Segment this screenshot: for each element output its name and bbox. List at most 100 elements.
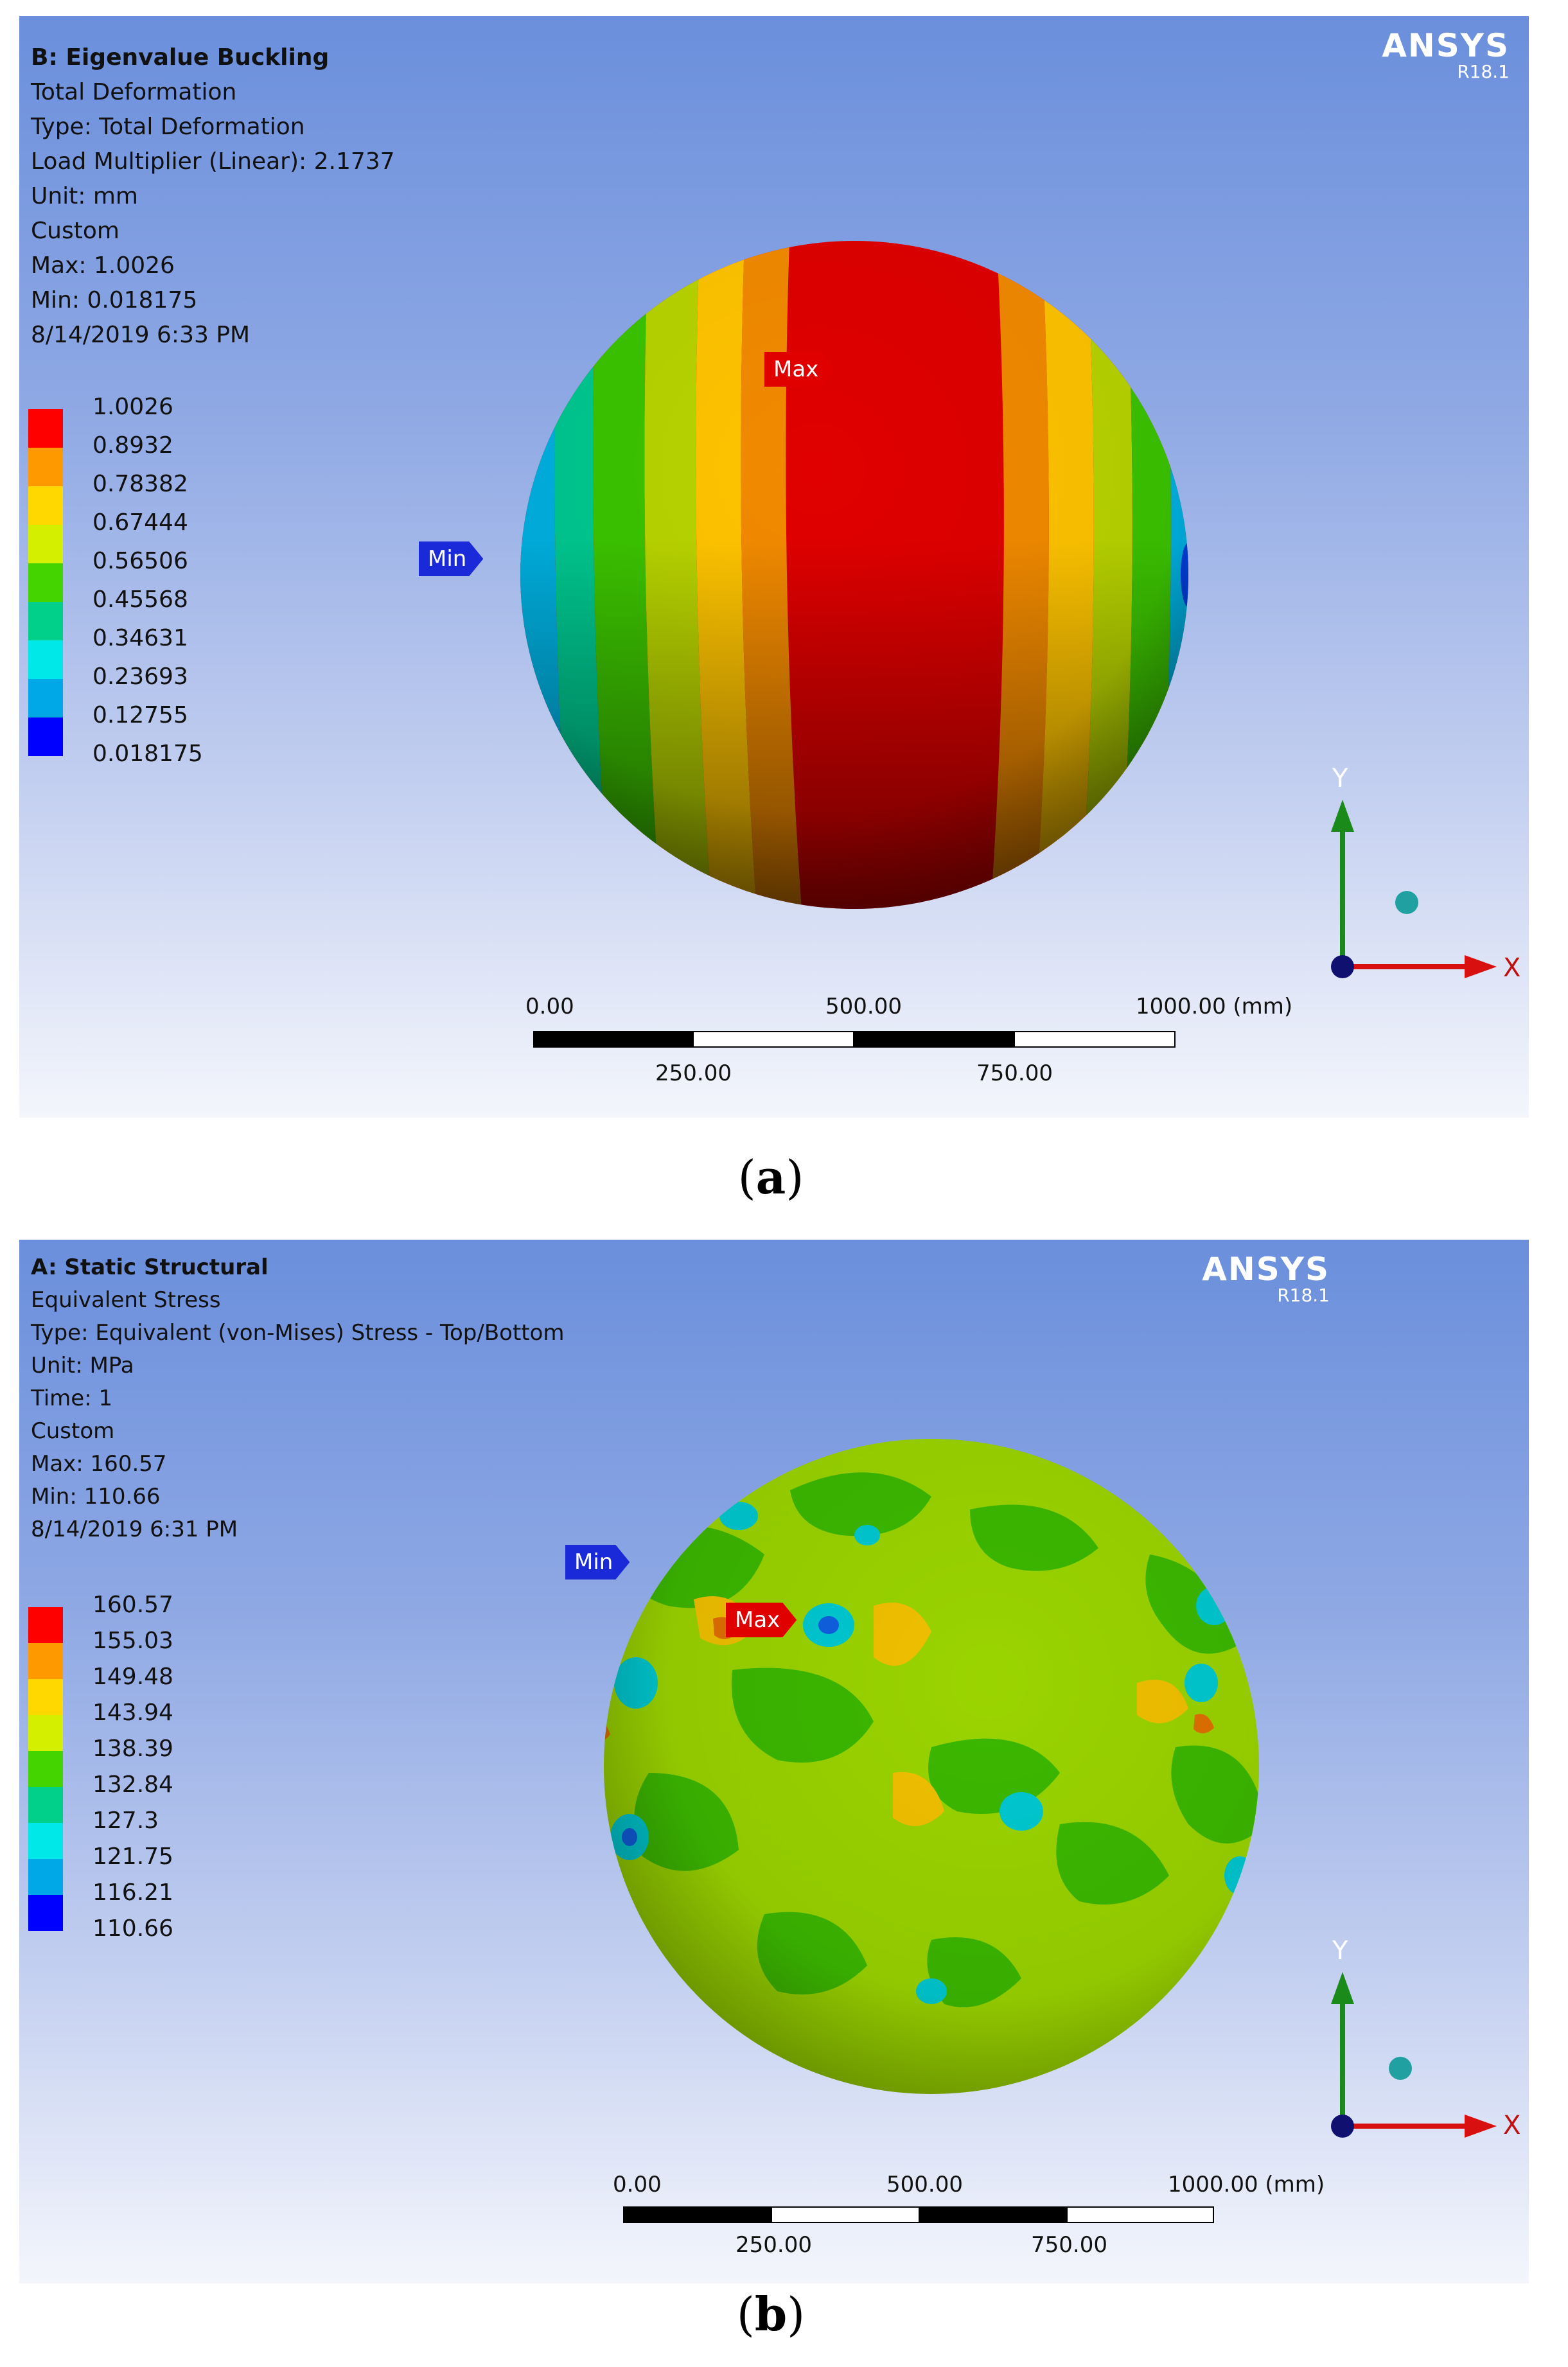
caption-letter: a xyxy=(755,1150,786,1204)
scale-label-0: 0.00 xyxy=(525,994,574,1019)
legend-swatch xyxy=(28,1679,63,1715)
legend-swatch xyxy=(28,1643,63,1679)
legend-value: 0.23693 xyxy=(92,664,188,690)
legend-value: 0.56506 xyxy=(92,548,188,574)
legend-value: 0.45568 xyxy=(92,586,188,613)
scale-segment xyxy=(1066,2206,1214,2223)
legend-value: 132.84 xyxy=(92,1772,173,1798)
max-probe-label[interactable]: Max xyxy=(764,352,835,387)
caption-letter: b xyxy=(754,2287,788,2341)
legend-swatch xyxy=(28,409,63,448)
x-axis-label: X xyxy=(1503,2111,1520,2140)
scale-segment xyxy=(853,1031,1015,1048)
result-info-block: A: Static Structural Equivalent Stress T… xyxy=(31,1251,565,1546)
legend-value: 155.03 xyxy=(92,1628,173,1654)
legend-swatch xyxy=(28,679,63,717)
legend-value: 160.57 xyxy=(92,1592,173,1618)
legend-swatch xyxy=(28,1859,63,1895)
legend-value: 0.8932 xyxy=(92,432,173,459)
brand-version: R18.1 xyxy=(1457,61,1510,82)
max-probe-label[interactable]: Max xyxy=(726,1603,797,1637)
analysis-title: A: Static Structural xyxy=(31,1254,269,1280)
legend-swatch xyxy=(28,1607,63,1643)
result-info-block: B: Eigenvalue Buckling Total Deformation… xyxy=(31,40,395,353)
legend-value: 0.12755 xyxy=(92,702,188,728)
viewport-static-structural[interactable]: A: Static Structural Equivalent Stress T… xyxy=(19,1240,1529,2283)
legend-value: 0.34631 xyxy=(92,625,188,651)
deformation-sphere[interactable] xyxy=(482,222,1227,928)
legend-value: 110.66 xyxy=(92,1915,173,1942)
legend-swatch xyxy=(28,1751,63,1787)
legend-swatch xyxy=(28,640,63,679)
load-multiplier: Load Multiplier (Linear): 2.1737 xyxy=(31,148,395,175)
scale-bar: 0.00 500.00 1000.00 (mm) 250.00 750.00 xyxy=(525,994,1292,1118)
result-name: Total Deformation xyxy=(31,79,237,105)
scale-label-500: 500.00 xyxy=(825,994,902,1019)
ansys-logo: ANSYS R18.1 xyxy=(1176,1253,1330,1305)
legend-swatch xyxy=(28,563,63,602)
legend-swatch xyxy=(28,1787,63,1823)
scale-segment xyxy=(692,1031,854,1048)
legend-swatch xyxy=(28,602,63,640)
y-axis-label: Y xyxy=(1332,764,1348,793)
timestamp: 8/14/2019 6:31 PM xyxy=(31,1517,238,1542)
min-value: Min: 0.018175 xyxy=(31,287,198,313)
legend-swatch xyxy=(28,448,63,486)
legend-value: 1.0026 xyxy=(92,394,173,420)
legend-value: 0.67444 xyxy=(92,509,188,536)
legend-value: 121.75 xyxy=(92,1843,173,1870)
min-value: Min: 110.66 xyxy=(31,1484,161,1509)
legend-value: 138.39 xyxy=(92,1736,173,1762)
min-probe-label[interactable]: Min xyxy=(419,541,483,576)
legend-value: 0.018175 xyxy=(92,741,203,767)
scale-label-0: 0.00 xyxy=(613,2172,662,2197)
legend-value: 116.21 xyxy=(92,1879,173,1906)
y-axis-label: Y xyxy=(1332,1936,1348,1966)
legend-value: 0.78382 xyxy=(92,471,188,497)
stress-sphere[interactable] xyxy=(572,1413,1291,2120)
scale-segment xyxy=(1014,1031,1176,1048)
scale-label-1000: 1000.00 (mm) xyxy=(1168,2172,1325,2197)
scale-bar: 0.00 500.00 1000.00 (mm) 250.00 750.00 xyxy=(613,2172,1325,2283)
scale-label-750: 750.00 xyxy=(976,1060,1053,1086)
scale-label-250: 250.00 xyxy=(655,1060,732,1086)
legend-swatch xyxy=(28,1823,63,1859)
brand-version: R18.1 xyxy=(1277,1285,1330,1306)
figure-caption-a: (a) xyxy=(737,1150,804,1204)
scale-label-750: 750.00 xyxy=(1031,2232,1107,2258)
legend-value: 127.3 xyxy=(92,1808,159,1834)
scale-label-250: 250.00 xyxy=(736,2232,812,2258)
legend-swatch xyxy=(28,717,63,756)
legend-value: 149.48 xyxy=(92,1664,173,1690)
min-probe-label[interactable]: Min xyxy=(565,1545,630,1579)
ansys-logo: ANSYS R18.1 xyxy=(1355,29,1510,82)
result-type: Type: Equivalent (von-Mises) Stress - To… xyxy=(31,1320,565,1346)
scale-segment xyxy=(533,1031,694,1048)
timestamp: 8/14/2019 6:33 PM xyxy=(31,322,251,348)
time-value: Time: 1 xyxy=(31,1386,113,1411)
viewport-eigenvalue-buckling[interactable]: B: Eigenvalue Buckling Total Deformation… xyxy=(19,16,1529,1118)
max-value: Max: 1.0026 xyxy=(31,252,175,279)
legend-swatch xyxy=(28,1715,63,1751)
legend-mode: Custom xyxy=(31,1418,115,1444)
analysis-title: B: Eigenvalue Buckling xyxy=(31,44,330,71)
result-type: Type: Total Deformation xyxy=(31,114,305,140)
x-axis-label: X xyxy=(1503,953,1520,980)
legend-swatch xyxy=(28,525,63,563)
brand-name: ANSYS xyxy=(1382,27,1510,64)
coordinate-triad[interactable]: Y X xyxy=(1291,1933,1522,2152)
brand-name: ANSYS xyxy=(1202,1251,1330,1288)
result-name: Equivalent Stress xyxy=(31,1287,221,1313)
legend-mode: Custom xyxy=(31,218,119,244)
figure-caption-b: (b) xyxy=(736,2287,806,2341)
coordinate-triad[interactable]: Y X xyxy=(1291,761,1522,980)
scale-segment xyxy=(771,2206,920,2223)
scale-label-1000: 1000.00 (mm) xyxy=(1136,994,1293,1019)
result-unit: Unit: MPa xyxy=(31,1353,134,1378)
scale-label-500: 500.00 xyxy=(886,2172,963,2197)
max-value: Max: 160.57 xyxy=(31,1451,167,1477)
result-unit: Unit: mm xyxy=(31,183,138,209)
legend-swatch xyxy=(28,486,63,525)
scale-segment xyxy=(623,2206,772,2223)
scale-segment xyxy=(919,2206,1068,2223)
